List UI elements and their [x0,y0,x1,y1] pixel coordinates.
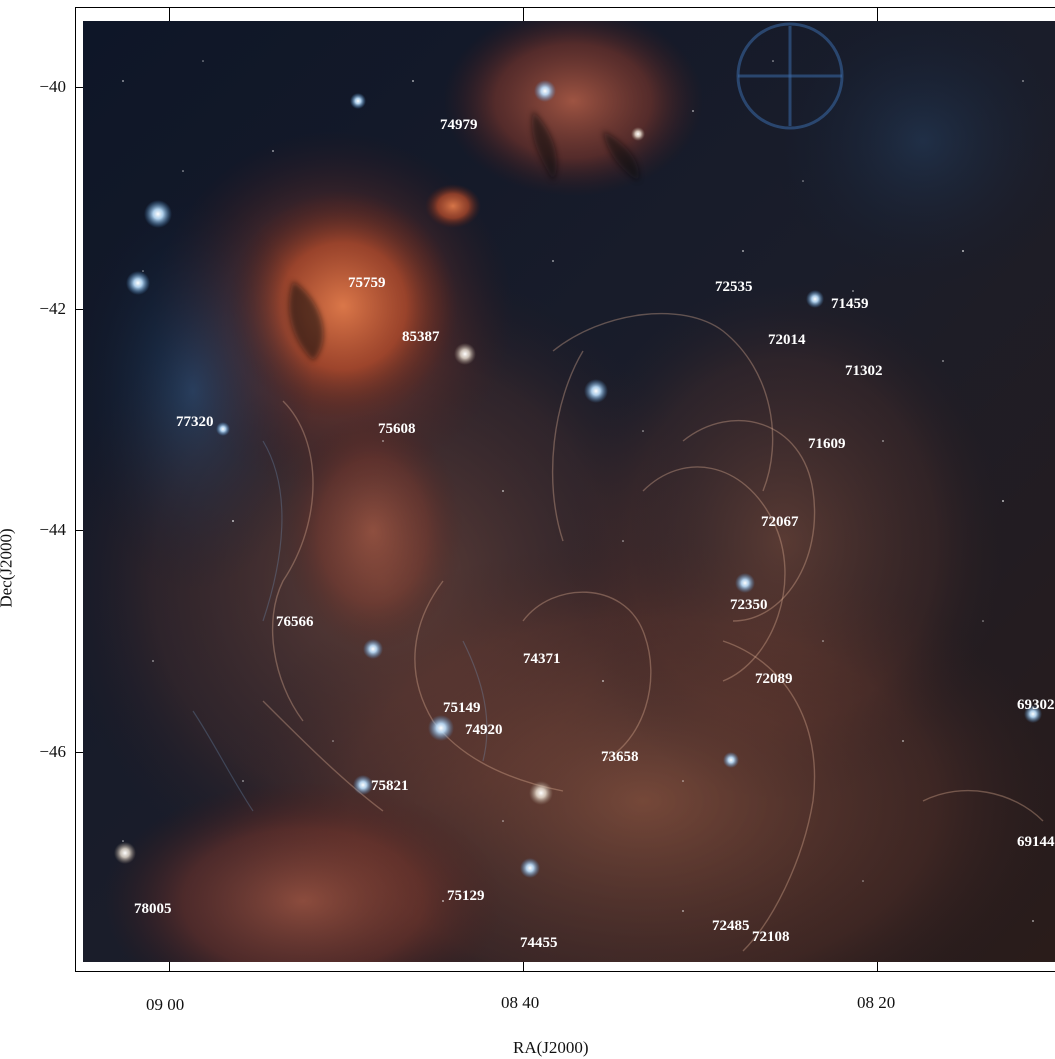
nebula-photo: 74979 75759 85387 72535 71459 72014 7130… [83,21,1055,962]
x-tick-label: 08 40 [501,993,540,1012]
star-label: 72485 [712,918,750,934]
y-tick [75,752,83,753]
y-tick-label: −46 [39,742,66,761]
star-label: 78005 [134,901,172,917]
x-tick-label: 08 20 [857,993,896,1012]
plot-frame [75,7,1055,972]
circular-artifact [736,22,844,130]
x-tick-bottom [169,962,170,972]
star-label: 72089 [755,671,793,687]
star-label: 85387 [402,329,440,345]
star-label: 71609 [808,436,846,452]
star-label: 73658 [601,749,639,765]
y-tick [75,87,83,88]
x-tick-top [523,7,524,21]
y-tick-label: −40 [39,77,66,96]
star-label: 74920 [465,722,503,738]
y-axis-title: Dec(J2000) [0,528,16,608]
star-label: 74455 [520,935,558,951]
star-label: 74979 [440,117,478,133]
y-tick [75,309,83,310]
star-label: 72350 [730,597,768,613]
star-label: 75149 [443,700,481,716]
star-label: 75608 [378,421,416,437]
star-label: 69144 [1017,834,1055,850]
star-label: 71302 [845,363,883,379]
x-tick-bottom [877,962,878,972]
star-label: 75129 [447,888,485,904]
star-label: 72535 [715,279,753,295]
star-label: 69302 [1017,697,1055,713]
y-tick [75,530,83,531]
x-tick-top [877,7,878,21]
y-tick-label: −42 [39,299,66,318]
sky-image: 74979 75759 85387 72535 71459 72014 7130… [83,21,1055,962]
x-tick-bottom [523,962,524,972]
star-label: 72067 [761,514,799,530]
x-tick-top [169,7,170,21]
remnant-filaments [262,312,1044,952]
star-label: 72108 [752,929,790,945]
star-label: 71459 [831,296,869,312]
x-axis-title: RA(J2000) [513,1038,589,1057]
star-label: 75759 [348,275,386,291]
x-tick-label: 09 00 [146,995,185,1014]
star-label: 77320 [176,414,214,430]
background-stars [122,60,1034,922]
star-label: 75821 [371,778,409,794]
bright-stars [114,80,1042,878]
star-label: 76566 [276,614,314,630]
nebula-glow [83,21,1055,962]
star-label: 72014 [768,332,806,348]
star-label: 74371 [523,651,561,667]
star-label-layer: 74979 75759 85387 72535 71459 72014 7130… [134,117,1055,951]
y-tick-label: −44 [39,520,66,539]
